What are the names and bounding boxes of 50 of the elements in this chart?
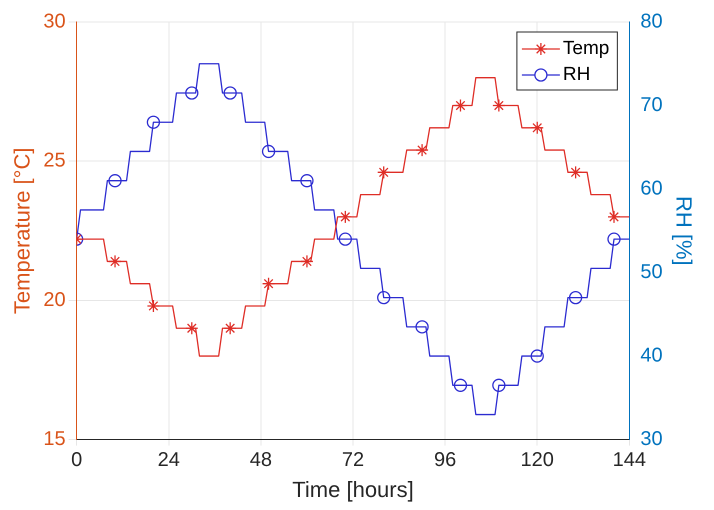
y2-tick-label: 80	[640, 10, 663, 33]
point	[146, 116, 160, 129]
point	[185, 86, 198, 100]
point	[262, 144, 276, 158]
point	[454, 98, 468, 112]
point	[530, 349, 544, 363]
y-tick-label: 15	[43, 428, 66, 450]
point	[568, 166, 582, 179]
point	[300, 174, 314, 188]
point	[530, 121, 544, 134]
point	[415, 143, 429, 157]
point	[492, 98, 506, 112]
point	[108, 254, 122, 268]
x-tick-label: 24	[158, 449, 180, 472]
point	[568, 290, 582, 304]
y-tick-label: 30	[43, 10, 66, 33]
point	[607, 232, 621, 246]
y-axis-title: Temperature [°C]	[9, 148, 34, 314]
y2-tick-label: 30	[640, 428, 663, 450]
point	[377, 166, 390, 179]
y2-tick-label: 70	[640, 94, 663, 116]
point	[338, 232, 352, 246]
x-tick-label: 144	[612, 449, 646, 472]
point	[415, 320, 429, 334]
y2-tick-label: 60	[640, 178, 663, 200]
point	[224, 86, 237, 100]
x-tick-label: 96	[434, 449, 456, 472]
y-tick-label: 20	[43, 288, 66, 311]
x-tick-label: 72	[342, 449, 364, 472]
y2-tick-label: 50	[640, 261, 663, 284]
legend-label: Temp	[562, 38, 610, 60]
point	[607, 210, 621, 224]
legend-label: RH	[562, 64, 590, 86]
point	[300, 254, 314, 268]
y2-axis-title: RH [%]	[672, 196, 697, 266]
point	[338, 210, 352, 224]
x-axis-title: Time [hours]	[292, 476, 414, 502]
point	[224, 322, 237, 335]
y2-tick-label: 40	[640, 344, 663, 367]
point	[185, 322, 198, 335]
x-tick-label: 48	[250, 449, 272, 472]
point	[262, 277, 276, 290]
point	[108, 174, 122, 188]
point	[454, 378, 468, 392]
point	[492, 378, 506, 392]
y-tick-label: 25	[43, 150, 66, 172]
x-tick-label: 0	[71, 449, 82, 472]
point	[146, 299, 160, 313]
point	[377, 290, 390, 304]
x-tick-label: 120	[520, 449, 554, 472]
